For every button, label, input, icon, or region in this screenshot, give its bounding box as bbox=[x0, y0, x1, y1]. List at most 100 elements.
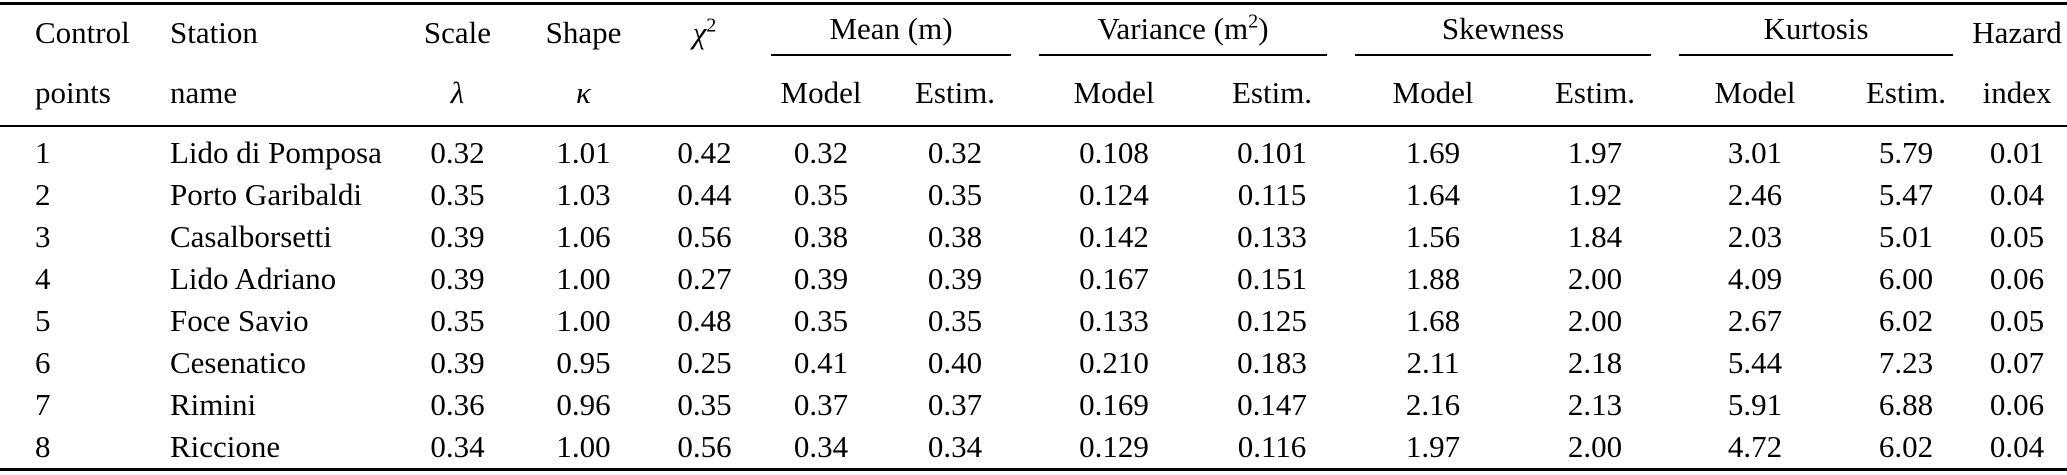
cell-var-estim: 0.183 bbox=[1237, 345, 1307, 380]
cell-chi2: 0.35 bbox=[677, 387, 732, 422]
table-header: Control Station Scale Shape χ2 Mean (m) … bbox=[0, 4, 2067, 127]
cell-chi2: 0.56 bbox=[677, 219, 732, 254]
cell-kurt-model: 3.01 bbox=[1727, 135, 1783, 170]
header-row-groups: Control Station Scale Shape χ2 Mean (m) … bbox=[0, 4, 2067, 62]
group-variance-label-rule: Variance (m2) bbox=[1039, 11, 1327, 56]
cell-mean-estim: 0.35 bbox=[927, 303, 983, 338]
cell-hazard: 0.05 bbox=[1989, 219, 2045, 254]
cell-var-model: 0.124 bbox=[1079, 177, 1149, 212]
cell-shape: 1.00 bbox=[556, 429, 611, 464]
cell-scale: 0.36 bbox=[430, 387, 485, 422]
cell-shape: 1.06 bbox=[556, 219, 611, 254]
group-skewness-label: Skewness bbox=[1441, 10, 1565, 46]
header-hazard-line2: index bbox=[1967, 61, 2067, 127]
cell-var-model: 0.129 bbox=[1079, 429, 1149, 464]
cell-control-point: 2 bbox=[35, 177, 51, 212]
group-kurtosis-label: Kurtosis bbox=[1763, 10, 1869, 46]
cell-mean-model: 0.35 bbox=[793, 177, 849, 212]
cell-hazard: 0.04 bbox=[1989, 177, 2045, 212]
cell-skew-model: 1.88 bbox=[1405, 261, 1461, 296]
cell-kurt-model: 4.09 bbox=[1727, 261, 1783, 296]
cell-kurt-model: 2.67 bbox=[1727, 303, 1783, 338]
cell-station: Rimini bbox=[170, 387, 257, 422]
cell-var-estim: 0.133 bbox=[1237, 219, 1307, 254]
header-hazard-line1: Hazard bbox=[1972, 15, 2062, 50]
header-scale-symbol: λ bbox=[400, 61, 515, 127]
header-kurtosis-model: Model bbox=[1665, 61, 1845, 127]
cell-mean-estim: 0.37 bbox=[927, 387, 983, 422]
cell-skew-estim: 1.97 bbox=[1567, 135, 1623, 170]
cell-hazard: 0.06 bbox=[1989, 261, 2045, 296]
cell-chi2: 0.44 bbox=[677, 177, 732, 212]
header-group-mean: Mean (m) bbox=[757, 4, 1025, 62]
header-shape-symbol: κ bbox=[515, 61, 652, 127]
header-chi-spacer bbox=[652, 61, 757, 127]
kappa-symbol: κ bbox=[576, 75, 591, 110]
cell-var-model: 0.133 bbox=[1079, 303, 1149, 338]
cell-control-point: 3 bbox=[35, 219, 51, 254]
cell-chi2: 0.56 bbox=[677, 429, 732, 464]
cell-shape: 0.96 bbox=[556, 387, 611, 422]
cell-station: Riccione bbox=[170, 429, 281, 464]
cell-skew-model: 1.68 bbox=[1405, 303, 1461, 338]
cell-kurt-estim: 7.23 bbox=[1878, 345, 1934, 380]
table-row: 7 Rimini 0.36 0.96 0.35 0.37 0.37 0.169 0.147 2.1… bbox=[0, 384, 2067, 426]
cell-mean-model: 0.39 bbox=[793, 261, 849, 296]
cell-skew-model: 2.16 bbox=[1405, 387, 1461, 422]
cell-var-model: 0.108 bbox=[1079, 135, 1149, 170]
cell-skew-estim: 2.18 bbox=[1567, 345, 1623, 380]
group-mean-label: Mean (m) bbox=[829, 10, 953, 46]
cell-var-estim: 0.151 bbox=[1237, 261, 1307, 296]
cell-control-point: 4 bbox=[35, 261, 51, 296]
group-kurtosis-label-rule: Kurtosis bbox=[1679, 10, 1954, 56]
cell-kurt-estim: 6.02 bbox=[1878, 429, 1934, 464]
chi-exponent: 2 bbox=[706, 14, 717, 37]
header-group-variance: Variance (m2) bbox=[1025, 4, 1341, 62]
cell-scale: 0.39 bbox=[430, 345, 485, 380]
cell-station: Porto Garibaldi bbox=[170, 177, 362, 212]
table-row: 6 Cesenatico 0.39 0.95 0.25 0.41 0.40 0.210 0.18… bbox=[0, 342, 2067, 384]
cell-mean-model: 0.35 bbox=[793, 303, 849, 338]
cell-kurt-model: 2.03 bbox=[1727, 219, 1783, 254]
cell-kurt-estim: 5.01 bbox=[1878, 219, 1934, 254]
cell-var-estim: 0.147 bbox=[1237, 387, 1307, 422]
chi-symbol: χ bbox=[692, 15, 707, 50]
header-row-subcolumns: points name λ κ Model Estim. Model Estim… bbox=[0, 61, 2067, 127]
cell-mean-model: 0.37 bbox=[793, 387, 849, 422]
cell-var-model: 0.167 bbox=[1079, 261, 1149, 296]
cell-station: Cesenatico bbox=[170, 345, 307, 380]
cell-skew-estim: 1.84 bbox=[1567, 219, 1623, 254]
cell-scale: 0.39 bbox=[430, 261, 485, 296]
cell-mean-model: 0.32 bbox=[793, 135, 849, 170]
header-mean-estim: Estim. bbox=[885, 61, 1025, 127]
cell-skew-model: 1.97 bbox=[1405, 429, 1461, 464]
header-station-line2: name bbox=[148, 61, 400, 127]
cell-mean-model: 0.38 bbox=[793, 219, 849, 254]
cell-mean-estim: 0.32 bbox=[927, 135, 983, 170]
cell-control-point: 6 bbox=[35, 345, 51, 380]
lambda-symbol: λ bbox=[450, 75, 465, 110]
cell-chi2: 0.42 bbox=[677, 135, 732, 170]
cell-shape: 1.00 bbox=[556, 261, 611, 296]
cell-kurt-model: 5.91 bbox=[1727, 387, 1783, 422]
cell-station: Foce Savio bbox=[170, 303, 309, 338]
cell-kurt-model: 4.72 bbox=[1727, 429, 1783, 464]
cell-mean-estim: 0.38 bbox=[927, 219, 983, 254]
cell-kurt-estim: 6.00 bbox=[1878, 261, 1934, 296]
cell-control-point: 8 bbox=[35, 429, 51, 464]
cell-skew-estim: 2.00 bbox=[1567, 429, 1623, 464]
header-group-kurtosis: Kurtosis bbox=[1665, 4, 1967, 62]
cell-var-estim: 0.116 bbox=[1237, 429, 1307, 464]
cell-skew-model: 2.11 bbox=[1406, 345, 1460, 380]
cell-shape: 0.95 bbox=[556, 345, 611, 380]
header-chi-squared: χ2 bbox=[652, 4, 757, 62]
cell-mean-estim: 0.40 bbox=[927, 345, 983, 380]
cell-var-estim: 0.115 bbox=[1237, 177, 1307, 212]
header-station-line1: Station bbox=[170, 15, 258, 50]
cell-mean-model: 0.41 bbox=[793, 345, 849, 380]
table-row: 1 Lido di Pomposa 0.32 1.01 0.42 0.32 0.32 0.10… bbox=[0, 126, 2067, 174]
cell-mean-estim: 0.35 bbox=[927, 177, 983, 212]
group-variance-label-close: ) bbox=[1258, 10, 1269, 46]
table-row: 5 Foce Savio 0.35 1.00 0.48 0.35 0.35 0.133 0.12… bbox=[0, 300, 2067, 342]
